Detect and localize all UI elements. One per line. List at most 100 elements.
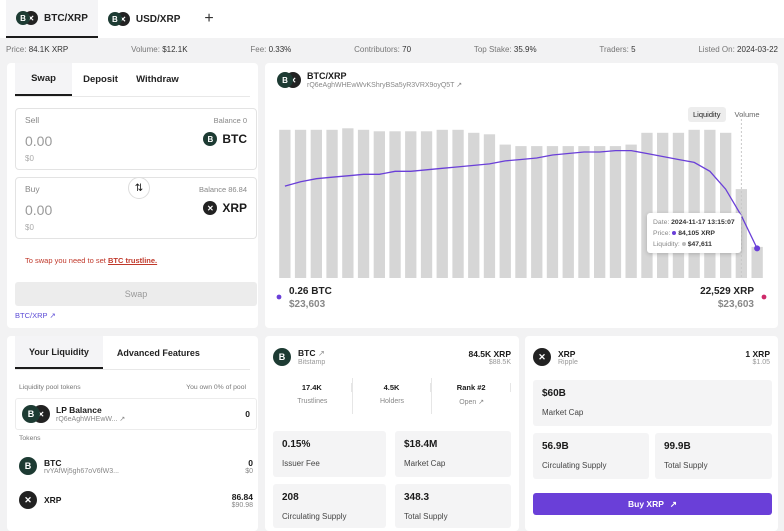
tab-label: USD/XRP: [135, 13, 181, 25]
xrp-token-value: 86.84 $90.98: [231, 491, 253, 509]
liquidity-bar: [735, 189, 747, 278]
chart-tooltip: Date: 2024-11-17 13:15:07 Price: 84,105 …: [647, 213, 741, 253]
pair-tabs: B ✕ BTC/XRP B ✕ USD/XRP +: [0, 0, 784, 38]
lp-token-icon: B ✕: [22, 405, 50, 423]
buy-usd: $0: [25, 223, 34, 232]
btc-stats: 17.4K Trustlines 4.5K Holders Rank #2 Open …: [273, 378, 512, 414]
liquidity-chart[interactable]: [265, 63, 778, 328]
xrp-token-name: XRP: [44, 495, 62, 505]
stat-traders: Traders: 5: [599, 44, 636, 54]
liquidity-bar: [641, 132, 653, 278]
sell-amount-input[interactable]: 0.00: [25, 133, 53, 149]
box-xrp-total-supply: 99.9B Total Supply: [655, 433, 772, 479]
chart-right-summary: 22,529 XRP $23,603: [700, 286, 754, 310]
btc-token-row: B BTC rvYAfWj5gh67oV6fW3... 0 $0: [15, 452, 257, 480]
stat-contributors: Contributors: 70: [354, 44, 412, 54]
liquidity-bar: [672, 132, 685, 278]
xrp-issuer: Ripple: [558, 358, 578, 366]
xrp-icon: ✕: [203, 201, 218, 215]
chart-toggle: Liquidity Volume: [688, 107, 765, 122]
liquidity-bar: [704, 129, 716, 278]
market-stats-bar: Price: 84.1K XRP Volume: $12.1K Fee: 0.3…: [0, 40, 784, 58]
buy-token-label: XRP: [222, 201, 247, 215]
tab-btc-xrp[interactable]: B ✕ BTC/XRP: [6, 0, 98, 38]
tab-your-liquidity[interactable]: Your Liquidity: [15, 336, 103, 369]
liquidity-bar: [420, 131, 433, 278]
liquidity-bar: [373, 131, 385, 278]
box-issuer-fee: 0.15% Issuer Fee: [273, 431, 386, 477]
liquidity-bar: [657, 132, 669, 278]
btc-info-card: B BTC ↗ Bitstamp 84.5K XRP $88.5K 17.4K Tr…: [265, 336, 519, 531]
tab-withdraw[interactable]: Withdraw: [136, 74, 179, 85]
tab-deposit[interactable]: Deposit: [83, 74, 118, 85]
buy-balance: Balance 86.84: [199, 185, 247, 194]
price-dot-icon: [672, 231, 677, 236]
right-axis-marker: [761, 294, 767, 300]
right-amount: 22,529 XRP: [700, 286, 754, 297]
external-link-icon: ↗: [669, 498, 678, 509]
sell-label: Sell: [25, 115, 40, 125]
liquidity-bar: [310, 129, 322, 278]
liquidity-bar: [531, 146, 543, 278]
usd-xrp-pair-icon: B ✕: [107, 12, 130, 26]
lp-balance-value: 0: [245, 409, 250, 419]
box-xrp-market-cap: $60B Market Cap: [533, 380, 772, 426]
trustline-warning: To swap you need to set BTC trustline.: [25, 256, 158, 265]
external-link-icon: ↗: [456, 82, 463, 89]
btc-issuer: Bitstamp: [298, 359, 326, 366]
tab-label: BTC/XRP: [44, 12, 88, 24]
buy-xrp-button[interactable]: Buy XRP ↗: [533, 493, 772, 515]
btc-issuer-address: rvYAfWj5gh67oV6fW3...: [44, 467, 119, 475]
liquidity-bar: [468, 132, 480, 278]
xrp-name: XRP: [558, 348, 576, 359]
liquidity-bar: [326, 129, 338, 278]
external-link-icon: ↗: [49, 311, 56, 320]
chart-left-summary: 0.26 BTC $23,603: [289, 286, 332, 310]
add-tab-icon[interactable]: +: [204, 10, 214, 27]
liquidity-bar: [436, 129, 448, 278]
swap-direction-icon[interactable]: ⇅: [128, 177, 150, 199]
buy-label: Buy: [25, 184, 40, 194]
trustline-link[interactable]: BTC trustline.: [107, 256, 158, 265]
liquidity-dot-icon: [681, 242, 686, 247]
buy-amount-input[interactable]: 0.00: [25, 202, 53, 218]
box-total-supply: 348.3 Total Supply: [395, 484, 511, 528]
btc-name[interactable]: BTC ↗: [298, 348, 325, 358]
xrp-info-card: ✕ XRP Ripple 1 XRP $1.05 $60B Market Cap 5…: [525, 336, 778, 531]
sell-token-selector[interactable]: B BTC: [203, 132, 247, 146]
price-end-point: [754, 245, 761, 252]
pair-link[interactable]: BTC/XRP ↗: [15, 311, 56, 320]
stat-holders: 4.5K Holders: [353, 378, 433, 414]
swap-button[interactable]: Swap: [15, 282, 257, 306]
btc-icon: B: [19, 457, 37, 475]
toggle-liquidity[interactable]: Liquidity: [688, 107, 726, 122]
liquidity-bar: [609, 146, 622, 278]
price-line: [284, 149, 758, 249]
liquidity-bar: [578, 146, 590, 278]
lp-balance-label: LP Balance: [56, 405, 102, 415]
stat-fee: Fee: 0.33%: [250, 44, 292, 54]
liquidity-bar: [499, 144, 511, 278]
buy-token-selector[interactable]: ✕ XRP: [203, 201, 247, 215]
tab-usd-xrp[interactable]: B ✕ USD/XRP: [98, 0, 190, 38]
sell-token-label: BTC: [222, 132, 247, 146]
pool-address[interactable]: rQ6eAghWHEwWvKShryBSa5yR3VRX9oyQ5T ↗: [307, 82, 463, 89]
sell-usd: $0: [25, 154, 34, 163]
chart-card: B✕ BTC/XRP rQ6eAghWHEwWvKShryBSa5yR3VRX9…: [265, 63, 778, 328]
liquidity-bar: [515, 146, 527, 278]
liquidity-bar: [751, 246, 763, 278]
toggle-volume[interactable]: Volume: [734, 110, 760, 119]
box-xrp-circulating-supply: 56.9B Circulating Supply: [533, 433, 649, 479]
lp-address[interactable]: rQ6eAghWHEwW... ↗: [56, 416, 126, 423]
box-circulating-supply: 208 Circulating Supply: [273, 484, 386, 528]
btc-xrp-pair-icon: B✕: [277, 72, 301, 88]
sell-field[interactable]: Sell Balance 0 0.00 $0 B BTC: [15, 108, 257, 170]
tab-swap[interactable]: Swap: [15, 63, 72, 96]
tab-advanced-features[interactable]: Advanced Features: [116, 347, 200, 358]
liquidity-bar: [483, 134, 496, 278]
stat-rank[interactable]: Rank #2 Open ↗: [432, 378, 512, 414]
btc-icon: B: [203, 132, 218, 146]
xrp-icon: ✕: [533, 348, 551, 366]
liquidity-bar: [294, 129, 307, 278]
liquidity-bar: [357, 129, 370, 278]
